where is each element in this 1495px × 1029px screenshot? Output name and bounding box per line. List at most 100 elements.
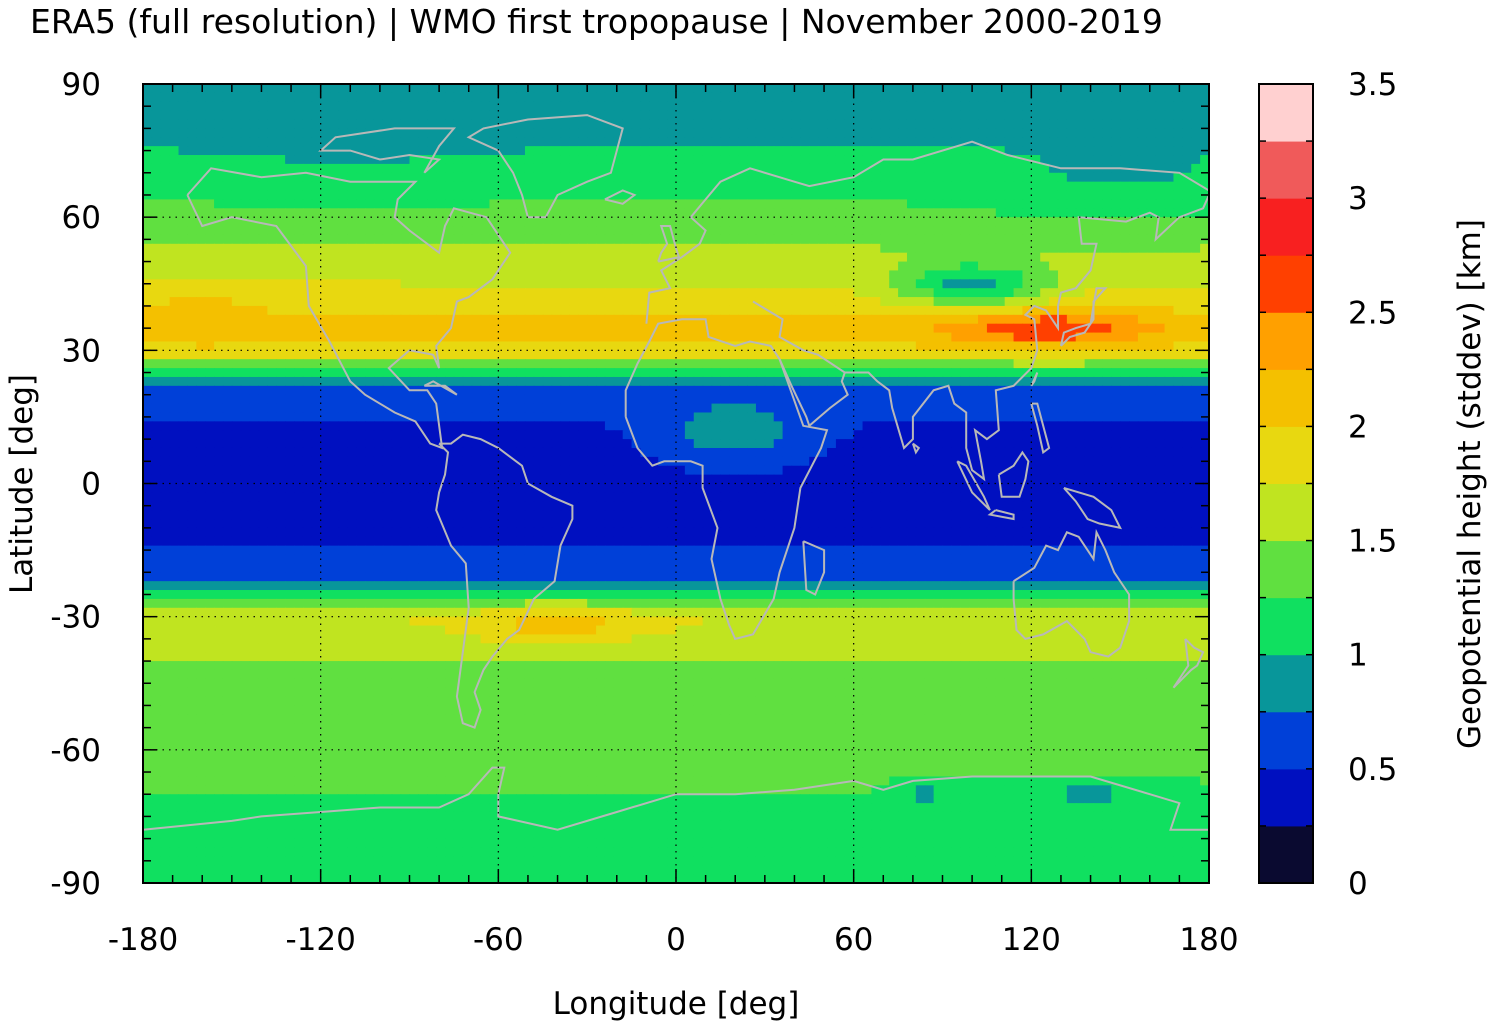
heatmap-cell [373,323,384,334]
heatmap-cell [222,234,233,245]
heatmap-cell [613,288,624,298]
heatmap-cell [516,314,526,325]
heatmap-cell [711,314,722,325]
heatmap-cell [915,119,926,129]
heatmap-cell [978,190,988,201]
heatmap-cell [889,376,899,387]
heatmap-cell [1137,376,1148,387]
heatmap-cell [480,439,491,449]
heatmap-cell [276,146,286,156]
heatmap-cell [462,368,473,378]
heatmap-cell [951,314,961,325]
heatmap-cell [231,430,242,440]
heatmap-cell [596,261,606,272]
heatmap-cell [1004,172,1015,183]
heatmap-cell [516,279,526,289]
heatmap-cell [524,403,535,414]
heatmap-cell [649,110,659,121]
heatmap-cell [1013,279,1024,289]
heatmap-cell [498,305,508,316]
heatmap-cell [1164,110,1175,121]
heatmap-cell [942,412,952,422]
heatmap-cell [542,341,553,351]
heatmap-cell [951,163,961,174]
heatmap-cell [960,137,970,147]
heatmap-cell [285,234,295,245]
heatmap-cell [755,128,766,138]
heatmap-cell [160,439,171,449]
heatmap-cell [338,190,348,201]
heatmap-cell [1120,341,1130,351]
heatmap-cell [951,217,961,227]
heatmap-cell [400,199,411,209]
heatmap-cell [1182,226,1192,236]
heatmap-cell [702,199,713,209]
heatmap-cell [507,394,517,405]
heatmap-cell [622,297,633,307]
heatmap-cell [1022,92,1032,103]
heatmap-cell [862,421,873,431]
heatmap-cell [978,297,988,307]
heatmap-cell [613,297,624,307]
heatmap-cell [684,190,695,201]
heatmap-cell [231,332,242,343]
heatmap-cell [693,430,704,440]
heatmap-cell [667,421,677,431]
heatmap-cell [311,226,322,236]
heatmap-cell [951,439,961,449]
heatmap-cell [764,155,775,165]
heatmap-cell [889,305,899,316]
heatmap-cell [178,190,189,201]
heatmap-cell [169,403,180,414]
heatmap-cell [818,385,828,396]
heatmap-cell [445,101,455,112]
heatmap-cell [915,199,926,209]
heatmap-cell [933,137,944,147]
heatmap-cell [631,128,642,138]
heatmap-cell [222,101,233,112]
heatmap-cell [382,323,393,334]
heatmap-cell [560,261,570,272]
heatmap-cell [862,84,873,94]
heatmap-cell [835,368,846,378]
heatmap-cell [222,314,233,325]
heatmap-cell [755,163,766,174]
heatmap-cell [1013,172,1024,183]
heatmap-cell [187,146,197,156]
heatmap-cell [187,368,197,378]
heatmap-cell [1155,288,1166,298]
heatmap-cell [356,84,366,94]
heatmap-cell [587,323,597,334]
heatmap-cell [480,297,491,307]
heatmap-cell [578,208,588,218]
heatmap-cell [1004,439,1015,449]
heatmap-cell [1191,172,1201,183]
heatmap-cell [285,172,295,183]
heatmap-cell [569,261,579,272]
heatmap-cell [391,359,402,369]
heatmap-cell [391,226,402,236]
heatmap-cell [311,341,322,351]
heatmap-cell [684,447,695,458]
heatmap-cell [356,234,366,245]
heatmap-cell [853,110,864,121]
heatmap-cell [995,421,1006,431]
heatmap-cell [178,412,189,422]
heatmap-cell [214,439,224,449]
heatmap-cell [693,288,704,298]
heatmap-cell [214,172,224,183]
heatmap-cell [1049,101,1059,112]
heatmap-cell [160,314,171,325]
heatmap-cell [169,279,180,289]
heatmap-cell [658,403,668,414]
heatmap-cell [569,119,579,129]
heatmap-cell [906,163,917,174]
heatmap-cell [844,297,855,307]
heatmap-cell [453,279,464,289]
heatmap-cell [684,146,695,156]
heatmap-cell [258,101,268,112]
heatmap-cell [489,119,499,129]
heatmap-cell [818,137,828,147]
heatmap-cell [978,270,988,280]
heatmap-cell [622,430,633,440]
